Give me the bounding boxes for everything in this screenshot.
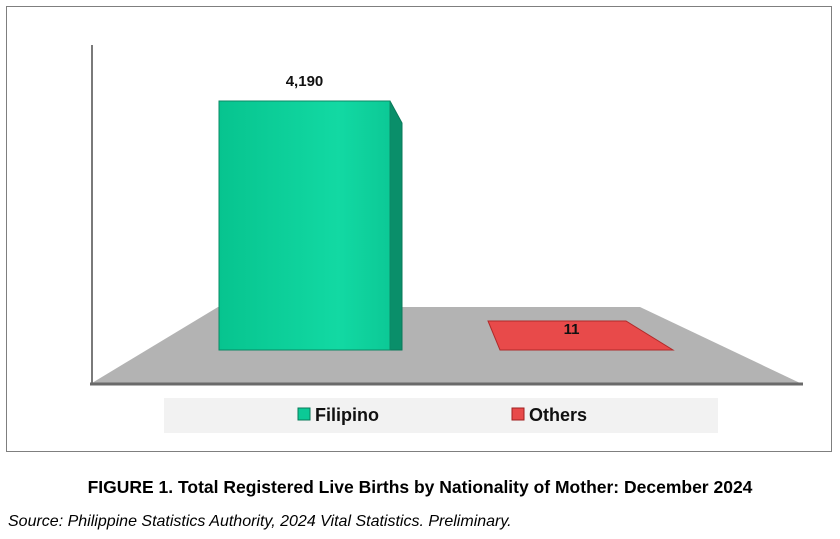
chart-axes [90,45,803,386]
legend-background [164,398,718,433]
legend: Filipino Others [164,398,718,433]
floor-plane [92,307,800,383]
legend-swatch-filipino [297,407,311,421]
bar-chart: 4,190 11 Filipino Others [90,45,803,433]
legend-swatch-others [511,407,525,421]
bars-group: 4,190 11 [218,73,675,351]
figure-caption: FIGURE 1. Total Registered Live Births b… [87,477,753,497]
bar-filipino-side [389,100,403,351]
bar-others [487,320,675,351]
data-label-others: 11 [564,321,580,338]
bar-filipino [218,100,391,351]
legend-label-others: Others [529,405,587,425]
legend-label-filipino: Filipino [315,405,379,425]
data-label-filipino: 4,190 [286,73,324,90]
source-note: Source: Philippine Statistics Authority,… [8,513,512,530]
